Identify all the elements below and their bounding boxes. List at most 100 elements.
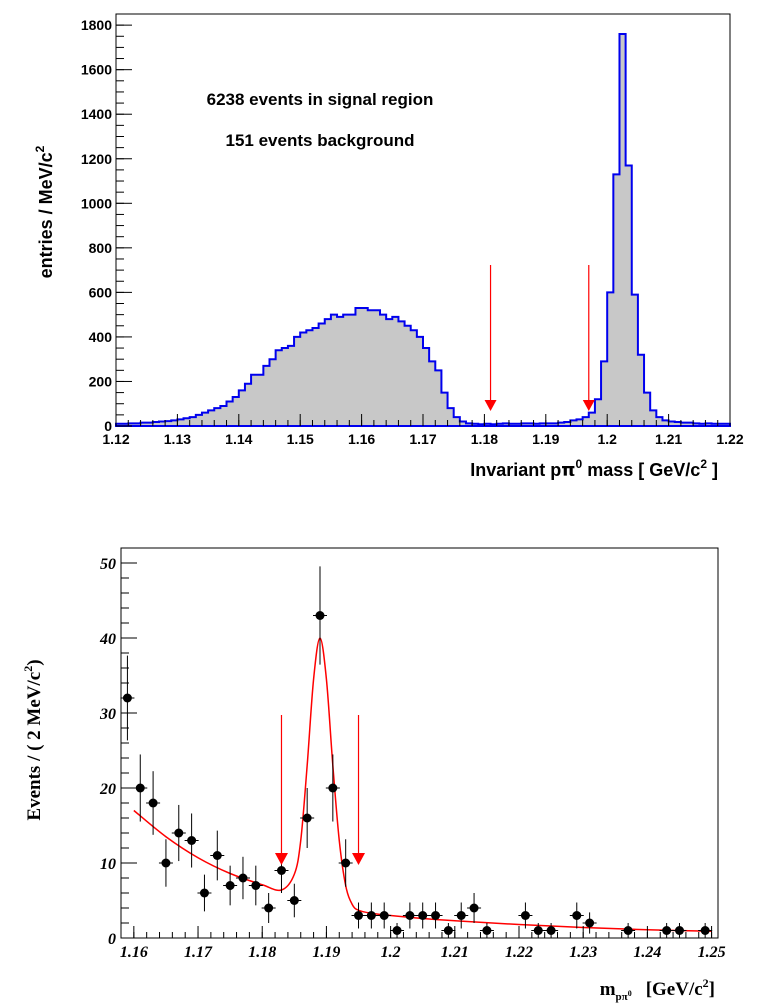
data-point <box>479 923 494 938</box>
bottom-y-label-part: Events / ( 2 MeV/c <box>24 672 45 821</box>
point-marker <box>251 881 261 890</box>
data-point <box>248 865 263 906</box>
x-tick-label: 1.2 <box>381 944 401 961</box>
data-point <box>171 804 186 862</box>
data-point <box>415 902 430 929</box>
x-tick-label: 1.19 <box>532 431 559 447</box>
data-point <box>261 893 276 923</box>
x-tick-label: 1.24 <box>633 944 661 961</box>
y-tick-label: 200 <box>89 373 113 389</box>
x-tick-label: 1.21 <box>441 944 469 961</box>
top-y-ticks: 0 200 400 600 800 1000 1200 1400 1600 1800 <box>81 17 132 434</box>
y-tick-label: 20 <box>99 781 116 798</box>
point-marker <box>161 858 171 868</box>
point-marker <box>148 798 158 808</box>
point-marker <box>289 896 299 905</box>
bottom-x-ticks: 1.16 1.17 1.18 1.19 1.2 1.21 1.22 1.23 1.24 1.25 <box>120 926 726 961</box>
y-tick-label: 50 <box>100 556 116 573</box>
point-marker <box>443 926 453 935</box>
x-tick-label: 1.17 <box>409 431 436 447</box>
point-marker <box>302 813 312 823</box>
point-marker <box>418 911 428 920</box>
bottom-y-ticks: 0 10 20 30 40 50 <box>99 547 137 948</box>
point-marker <box>328 783 338 793</box>
point-marker <box>354 911 364 920</box>
y-tick-label: 1600 <box>81 62 112 78</box>
top-x-ticks: 1.12 1.13 1.14 1.15 1.16 1.17 1.18 1.19 1.2 1.21 1… <box>102 414 744 447</box>
data-point <box>325 754 340 822</box>
top-x-label-part: Invariant p <box>470 460 561 480</box>
point-marker <box>546 926 556 935</box>
data-point <box>402 902 417 929</box>
top-x-label-part: ] <box>707 460 718 480</box>
data-point <box>454 902 469 929</box>
bottom-y-axis-label: Events / ( 2 MeV/c2) <box>21 659 45 820</box>
top-y-axis-label-sup: 2 <box>33 145 47 152</box>
x-tick-label: 1.16 <box>348 431 375 447</box>
point-marker <box>315 611 325 620</box>
bottom-y-label-sup: 2 <box>21 666 35 672</box>
arrow-head <box>352 853 366 865</box>
x-tick-label: 1.19 <box>312 944 340 961</box>
data-point <box>428 902 443 929</box>
point-marker <box>212 851 222 860</box>
data-point <box>582 912 597 934</box>
bottom-chart: 1.16 1.17 1.18 1.19 1.2 1.21 1.22 1.23 1.24 1.25 … <box>21 547 726 1003</box>
top-x-axis-label: Invariant pπ0 mass [ GeV/c2 ] <box>470 457 718 481</box>
x-tick-label: 1.14 <box>225 431 252 447</box>
x-tick-label: 1.22 <box>716 431 743 447</box>
top-signal-arrows <box>484 265 595 411</box>
y-tick-label: 400 <box>89 329 113 345</box>
point-marker <box>456 911 466 920</box>
data-point <box>569 902 584 929</box>
x-tick-label: 1.12 <box>102 431 129 447</box>
point-marker <box>431 911 441 920</box>
point-marker <box>379 911 389 920</box>
top-x-label-pi-sup: 0 <box>576 457 583 471</box>
bottom-x-label-part: ] <box>709 979 715 1000</box>
bottom-plot-frame <box>120 547 719 939</box>
point-marker <box>174 828 184 838</box>
y-tick-label: 1200 <box>81 151 112 167</box>
bottom-y-label-part: ) <box>24 659 45 665</box>
point-marker <box>533 926 543 935</box>
y-tick-label: 40 <box>99 631 116 648</box>
top-y-axis-label-main: entries / MeV/c <box>36 152 56 278</box>
data-point <box>184 813 199 868</box>
data-point <box>235 856 250 900</box>
fit-line <box>133 637 712 932</box>
point-marker <box>662 926 672 935</box>
y-tick-label: 0 <box>108 931 116 948</box>
point-marker <box>674 926 684 935</box>
data-point <box>351 902 366 929</box>
point-marker <box>392 926 402 935</box>
point-marker <box>520 911 530 920</box>
x-tick-label: 1.15 <box>287 431 314 447</box>
x-tick-label: 1.22 <box>505 944 533 961</box>
y-tick-label: 600 <box>89 284 113 300</box>
bottom-x-label-sub: pπ <box>616 991 628 1003</box>
point-marker <box>199 888 209 898</box>
data-point <box>197 874 212 912</box>
data-point <box>544 923 559 938</box>
point-marker <box>700 926 710 935</box>
x-tick-label: 1.18 <box>471 431 498 447</box>
point-marker <box>366 911 376 920</box>
bottom-x-label-part: [GeV/c <box>646 979 703 1000</box>
bottom-fit-curve <box>133 637 712 932</box>
data-point <box>146 771 161 835</box>
bottom-x-label-sub-sup: 0 <box>628 989 632 998</box>
point-marker <box>405 911 415 920</box>
x-tick-label: 1.21 <box>655 431 682 447</box>
data-point <box>364 902 379 929</box>
x-tick-label: 1.2 <box>597 431 617 447</box>
point-marker <box>482 926 492 935</box>
y-tick-label: 30 <box>99 706 116 723</box>
data-point <box>223 865 238 906</box>
data-point <box>698 923 713 938</box>
x-tick-label: 1.25 <box>698 944 726 961</box>
data-point <box>300 788 315 848</box>
histogram-bars <box>115 33 731 427</box>
y-tick-label: 1400 <box>81 106 112 122</box>
data-point <box>659 923 674 938</box>
